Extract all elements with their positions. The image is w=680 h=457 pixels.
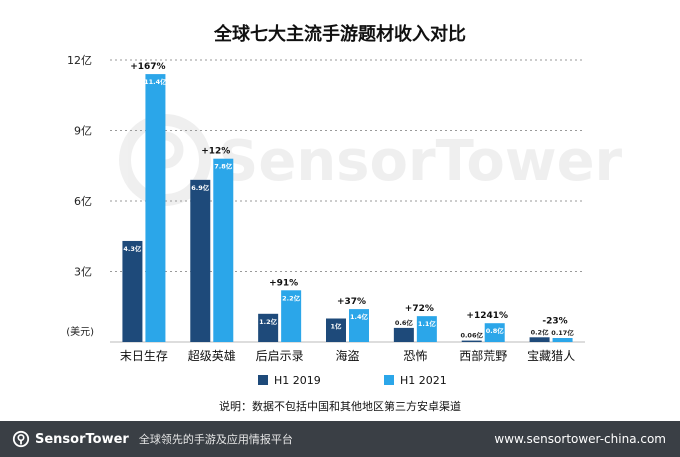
x-category-label: 海盗 bbox=[335, 348, 359, 363]
bar-h1-2021 bbox=[213, 158, 234, 342]
footer-brand: SensorTower bbox=[35, 431, 129, 447]
bar-h1-2019 bbox=[190, 179, 211, 342]
bar-h1-2021 bbox=[145, 74, 166, 342]
y-tick-label: 3亿 bbox=[74, 266, 92, 279]
bar-value-label: 1.2亿 bbox=[259, 317, 278, 326]
x-category-label: 超级英雄 bbox=[188, 348, 236, 363]
bar-value-label: 1亿 bbox=[330, 322, 342, 331]
bar-value-label: 1.4亿 bbox=[350, 312, 369, 321]
bar-value-label: 7.8亿 bbox=[214, 162, 233, 171]
revenue-bar-chart: SensorTower 全球七大主流手游题材收入对比 3亿 6亿 9亿 12亿 (美元) 4.… bbox=[66, 23, 623, 413]
sensortower-logo-icon bbox=[12, 430, 30, 448]
bar-value-label: 6.9亿 bbox=[191, 183, 210, 192]
bar-h1-2019 bbox=[326, 318, 346, 342]
y-axis-unit-label: (美元) bbox=[66, 325, 94, 338]
bar-h1-2019 bbox=[529, 337, 550, 342]
growth-label: +12% bbox=[201, 147, 230, 157]
chart-container: SensorTower 全球七大主流手游题材收入对比 3亿 6亿 9亿 12亿 (美元) 4.… bbox=[66, 23, 623, 413]
footer-tagline: 全球领先的手游及应用情报平台 bbox=[138, 433, 293, 446]
legend-label-h1-2021: H1 2021 bbox=[400, 374, 447, 387]
bar-value-label: 11.4亿 bbox=[144, 77, 167, 86]
bar-h1-2019 bbox=[122, 240, 143, 342]
bar-h1-2021 bbox=[349, 309, 369, 342]
legend-swatch-h1-2019 bbox=[258, 375, 268, 385]
bar-h1-2021 bbox=[281, 290, 302, 342]
bar-value-label: 0.17亿 bbox=[551, 328, 574, 337]
x-category-label: 末日生存 bbox=[120, 349, 168, 363]
bar-value-label: 0.06亿 bbox=[460, 331, 483, 340]
bar-value-label: 4.3亿 bbox=[123, 244, 142, 253]
bar-h1-2019 bbox=[461, 340, 482, 342]
growth-label: +37% bbox=[337, 297, 366, 307]
legend-swatch-h1-2021 bbox=[384, 375, 394, 385]
footer-bar: SensorTower 全球领先的手游及应用情报平台 www.sensortow… bbox=[0, 421, 680, 457]
chart-note: 说明：数据不包括中国和其他地区第三方安卓渠道 bbox=[219, 399, 461, 413]
growth-label: +1241% bbox=[466, 311, 508, 321]
bar-h1-2019 bbox=[258, 313, 279, 342]
growth-label: +167% bbox=[130, 62, 165, 72]
legend-label-h1-2019: H1 2019 bbox=[274, 374, 321, 387]
bar-value-label: 0.2亿 bbox=[531, 327, 550, 336]
y-tick-label: 9亿 bbox=[74, 125, 92, 138]
y-tick-label: 12亿 bbox=[67, 54, 92, 67]
bar-value-label: 0.6亿 bbox=[395, 318, 414, 327]
x-category-label: 西部荒野 bbox=[459, 348, 507, 363]
watermark-text: SensorTower bbox=[218, 129, 623, 194]
bar-value-label: 2.2亿 bbox=[282, 293, 301, 302]
x-category-label: 宝藏猎人 bbox=[527, 349, 575, 363]
bar-h1-2021 bbox=[552, 338, 573, 342]
bar-value-label: 1.1亿 bbox=[418, 319, 437, 328]
bar-h1-2021 bbox=[484, 323, 505, 342]
bar-h1-2021 bbox=[416, 316, 437, 342]
chart-title: 全球七大主流手游题材收入对比 bbox=[213, 23, 466, 45]
x-category-label: 恐怖 bbox=[403, 348, 427, 363]
footer-website-link[interactable]: www.sensortower-china.com bbox=[494, 432, 666, 446]
x-category-label: 后启示录 bbox=[256, 349, 304, 363]
bar-value-label: 0.8亿 bbox=[486, 326, 505, 335]
y-tick-label: 6亿 bbox=[74, 195, 92, 208]
growth-label: -23% bbox=[542, 316, 567, 326]
growth-label: +72% bbox=[405, 304, 434, 314]
growth-label: +91% bbox=[269, 278, 298, 288]
bar-h1-2019 bbox=[393, 327, 414, 342]
